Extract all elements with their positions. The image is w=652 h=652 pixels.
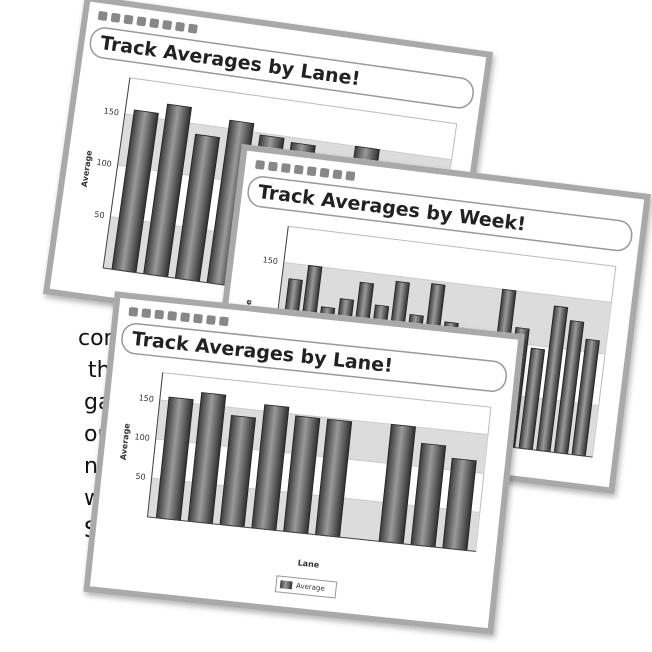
toolbar-icon [206,315,216,325]
y-tick-label: 50 [135,472,146,482]
y-tick-label: 100 [96,158,112,169]
y-axis-label: Average [119,422,132,460]
toolbar-icon [306,166,317,177]
toolbar-icon [188,23,198,34]
toolbar-icon [149,18,160,29]
x-axis [147,516,476,552]
toolbar-icon [141,308,152,318]
toolbar-icon [175,22,185,32]
toolbar-icon [154,309,164,320]
toolbar-icon [123,14,134,25]
toolbar-icon [97,11,108,21]
legend-swatch [279,580,293,590]
toolbar-icon [219,316,229,327]
grid-line [283,261,612,304]
title-bar [89,27,474,109]
title-bar [247,176,633,252]
y-tick-label: 150 [262,255,278,266]
y-tick-label: 150 [103,106,119,117]
toolbar-icon [281,163,291,173]
toolbar-icon [180,312,190,323]
title-bar [121,323,507,392]
toolbar-icon [110,12,121,23]
toolbar-icon [332,169,343,180]
y-axis-label: Average [80,149,94,188]
toolbar-icon [162,20,172,30]
toolbar-icon [319,168,330,178]
chart: Track Averages by Lane! 50 100 150 Average La… [119,307,507,599]
toolbar-icon [136,16,147,27]
y-tick-label: 50 [94,210,105,220]
y-axis [147,372,164,517]
y-axis [102,77,131,269]
toolbar-icon [128,307,139,317]
x-axis-label: Lane [297,558,320,569]
y-tick-label: 100 [134,432,150,443]
toolbar-icon [293,164,304,175]
toolbar-icon [193,313,203,324]
toolbar-icon [255,160,265,170]
toolbar-icon [268,161,278,172]
chart-panel: Track Averages by Lane! 50 100 150 Average La… [83,291,525,635]
toolbar-icon [167,311,177,321]
toolbar-icon [345,171,356,181]
legend-label: Average [296,582,325,593]
chart-title: Track Averages by Lane! [131,328,394,377]
y-tick-label: 150 [138,393,154,404]
